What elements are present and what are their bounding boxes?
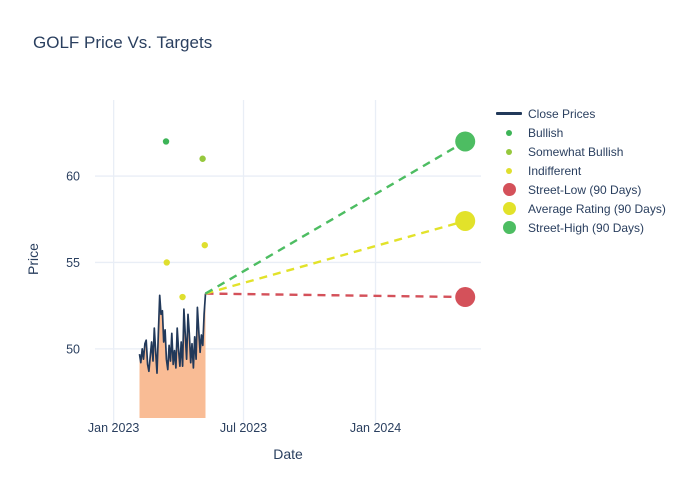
close-price-line xyxy=(138,293,207,374)
legend-item-close-prices[interactable]: Close Prices xyxy=(492,104,666,123)
street-low-dot-icon xyxy=(492,183,526,196)
indifferent-rating-dot xyxy=(163,259,170,266)
legend-item-indifferent[interactable]: Indifferent xyxy=(492,161,666,180)
bullish-dot-icon xyxy=(492,129,526,136)
y-tick-label: 50 xyxy=(66,342,80,356)
close-prices-line-swatch xyxy=(492,112,526,115)
legend-label: Street-High (90 Days) xyxy=(528,220,645,235)
x-tick-label: Jul 2023 xyxy=(220,421,267,435)
legend-label: Somewhat Bullish xyxy=(528,144,624,159)
bullish-rating-dot xyxy=(162,138,170,145)
legend: Close Prices Bullish Somewhat Bullish In… xyxy=(492,104,666,237)
legend-item-street-high[interactable]: Street-High (90 Days) xyxy=(492,218,666,237)
somewhat-bullish-rating-dot xyxy=(199,155,206,162)
legend-label: Street-Low (90 Days) xyxy=(528,182,642,197)
indifferent-rating-dot xyxy=(179,293,186,301)
street-high-dashed-line xyxy=(204,140,466,295)
legend-label: Indifferent xyxy=(528,163,582,178)
x-axis-title: Date xyxy=(273,446,303,462)
average-rating-dashed-line xyxy=(205,219,466,295)
legend-item-bullish[interactable]: Bullish xyxy=(492,123,666,142)
indifferent-dot-icon xyxy=(492,167,526,174)
somewhat-bullish-dot-icon xyxy=(492,148,526,155)
x-tick-label: Jan 2023 xyxy=(88,421,139,435)
street-high-dot-icon xyxy=(492,221,526,234)
y-tick-label: 55 xyxy=(66,256,80,270)
street-low-dashed-line xyxy=(205,292,466,299)
average-rating-dot-icon xyxy=(492,202,526,215)
average-rating-target-marker xyxy=(455,210,476,231)
x-tick-label: Jan 2024 xyxy=(350,421,401,435)
street-low-target-marker xyxy=(455,287,476,308)
indifferent-rating-dot xyxy=(201,241,208,249)
y-axis-title: Price xyxy=(25,243,41,275)
legend-item-somewhat-bullish[interactable]: Somewhat Bullish xyxy=(492,142,666,161)
legend-label: Close Prices xyxy=(528,106,596,121)
street-high-target-marker xyxy=(455,131,476,152)
legend-label: Bullish xyxy=(528,125,564,140)
y-tick-label: 60 xyxy=(66,170,80,184)
legend-label: Average Rating (90 Days) xyxy=(528,201,666,216)
legend-item-average-rating[interactable]: Average Rating (90 Days) xyxy=(492,199,666,218)
chart-title: GOLF Price Vs. Targets xyxy=(33,33,213,52)
legend-item-street-low[interactable]: Street-Low (90 Days) xyxy=(492,180,666,199)
